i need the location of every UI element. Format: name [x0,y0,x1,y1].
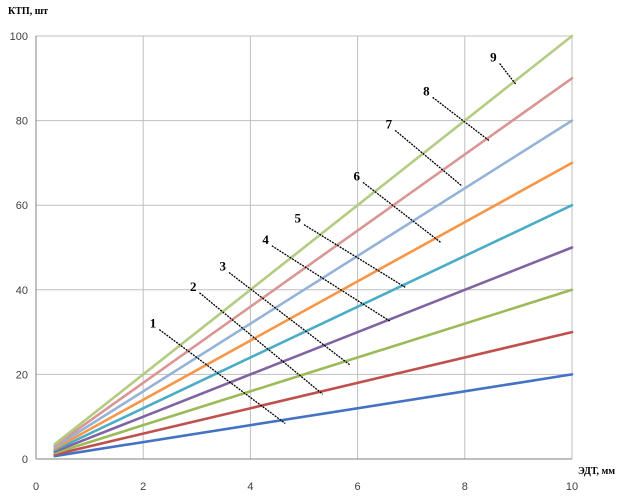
callout-line-4 [271,245,391,322]
series-label-4: 4 [262,232,269,247]
y-axis-title: КТП, шт [8,6,48,17]
callout-line-6 [362,181,442,243]
series-line-6 [53,161,574,450]
x-tick-label: 2 [140,481,146,493]
callout-line-2 [199,292,324,395]
y-tick-label: 80 [16,116,28,128]
series-label-7: 7 [386,116,393,131]
series-label-5: 5 [295,211,302,226]
y-tick-label: 60 [16,200,28,212]
x-tick-label: 8 [462,481,468,493]
series-lines [53,34,574,458]
series-label-2: 2 [190,279,197,294]
series-label-3: 3 [219,258,226,273]
y-tick-label: 20 [16,369,28,381]
series-line-8 [53,77,574,447]
x-tick-label: 4 [247,481,253,493]
callout-line-9 [499,63,517,85]
axes [35,36,572,460]
callout-line-1 [158,329,286,424]
y-tick-label: 0 [22,454,28,466]
series-line-2 [53,330,574,456]
series-line-3 [53,288,574,455]
series-line-7 [53,119,574,449]
series-callouts: 1 2 3 4 5 6 7 8 9 [150,49,517,424]
x-tick-label: 0 [33,481,39,493]
callout-line-5 [303,224,407,289]
callout-line-8 [432,96,490,141]
series-label-6: 6 [353,168,360,183]
series-line-5 [53,203,574,452]
callout-line-7 [394,129,463,187]
x-tick-label: 10 [566,481,578,493]
x-axis-title: ЭДТ, мм [578,466,615,477]
series-line-4 [53,246,574,453]
x-tick-label: 6 [355,481,361,493]
series-label-9: 9 [490,49,497,64]
y-tick-label: 100 [10,31,28,43]
y-tick-label: 40 [16,285,28,297]
callout-line-3 [228,271,350,366]
series-label-1: 1 [150,316,157,331]
series-line-9 [53,34,574,446]
series-label-8: 8 [423,83,430,98]
series-line-1 [53,373,574,458]
